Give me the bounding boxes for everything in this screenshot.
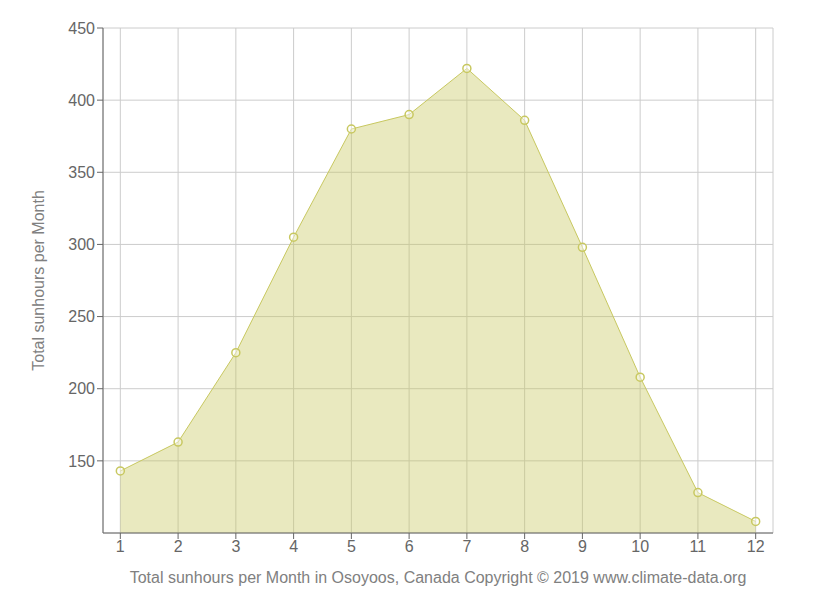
svg-text:1: 1 [116,538,125,555]
svg-text:11: 11 [690,538,707,555]
svg-text:Total sunhours per Month in Os: Total sunhours per Month in Osoyoos, Can… [130,569,747,586]
svg-text:250: 250 [68,308,95,325]
svg-text:3: 3 [231,538,240,555]
svg-text:Total sunhours per Month: Total sunhours per Month [30,190,47,371]
svg-text:8: 8 [520,538,529,555]
svg-text:12: 12 [747,538,765,555]
svg-text:5: 5 [347,538,356,555]
svg-text:6: 6 [405,538,414,555]
svg-text:2: 2 [174,538,183,555]
svg-text:350: 350 [68,164,95,181]
svg-text:4: 4 [289,538,298,555]
svg-text:300: 300 [68,236,95,253]
svg-text:7: 7 [462,538,471,555]
svg-text:10: 10 [631,538,649,555]
svg-text:150: 150 [68,453,95,470]
svg-text:450: 450 [68,20,95,37]
svg-text:9: 9 [578,538,587,555]
svg-text:400: 400 [68,92,95,109]
svg-text:200: 200 [68,380,95,397]
